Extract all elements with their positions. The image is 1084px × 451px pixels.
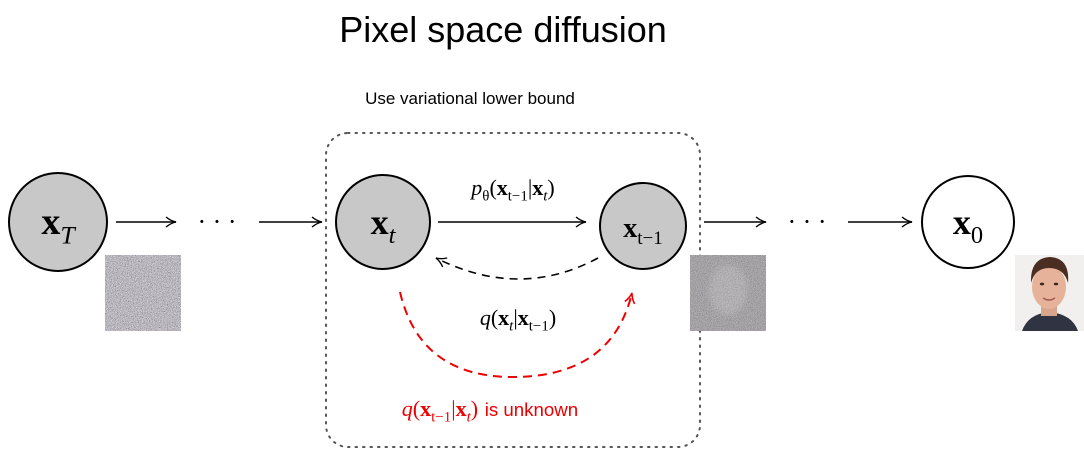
math-text: q — [402, 396, 413, 421]
face-image — [1015, 255, 1084, 331]
ellipsis: · · · — [198, 207, 237, 236]
math-bold: x — [623, 213, 637, 244]
math-sub: t — [509, 319, 514, 335]
math-text: p — [469, 175, 482, 200]
math-bold: x — [518, 305, 529, 330]
node-circle — [599, 182, 687, 270]
math-bold: x — [953, 202, 971, 242]
node-circle — [335, 174, 431, 270]
node-circle — [921, 175, 1015, 269]
edge-label: pθ​(xt−1​|xt​) — [469, 175, 554, 205]
math-sub: t−1 — [508, 189, 528, 205]
edge-label: q(xt−1​|xt​)is unknown — [402, 396, 578, 426]
noise-image — [105, 255, 181, 331]
suffix: is unknown — [485, 399, 579, 420]
math-bold: x — [371, 202, 389, 242]
ellipsis: · · · — [788, 207, 827, 236]
math-sub: θ — [482, 189, 489, 205]
math-sub: t−1 — [637, 228, 663, 249]
math-text: ( — [491, 305, 498, 330]
math-sub: t — [467, 410, 472, 426]
node-label: xT​ — [41, 201, 76, 250]
math-text: | — [528, 175, 532, 200]
math-text: ) — [549, 305, 556, 330]
math-sub: 0 — [971, 222, 983, 249]
math-sub: T — [60, 221, 76, 250]
math-sub: t−1 — [529, 319, 549, 335]
noisy-face-image — [690, 255, 766, 331]
math-bold: x — [456, 396, 467, 421]
red-dashed-arrow — [399, 291, 636, 379]
math-text: | — [513, 305, 517, 330]
math-sub: t — [543, 189, 548, 205]
math-sub: t — [389, 222, 397, 249]
dashed-arrow — [435, 257, 599, 280]
math-text: q — [480, 305, 491, 330]
title: Pixel space diffusion — [339, 9, 667, 50]
math-text: ( — [413, 396, 420, 421]
box-label: Use variational lower bound — [365, 89, 575, 108]
dotted-box — [325, 132, 701, 448]
math-bold: x — [420, 396, 431, 421]
math-bold: x — [498, 305, 509, 330]
math-bold: x — [41, 201, 60, 243]
math-text: ) — [471, 396, 478, 421]
arrows — [116, 216, 913, 280]
math-sub: t−1 — [431, 410, 451, 426]
math-text: ) — [547, 175, 554, 200]
math-text: | — [451, 396, 455, 421]
node-label: xt−1​ — [623, 213, 663, 249]
math-bold: x — [497, 175, 508, 200]
edge-label: q(xt​|xt−1​) — [480, 305, 556, 335]
node-label: x0​ — [953, 202, 983, 249]
math-text: ( — [489, 175, 496, 200]
node-circle — [8, 172, 108, 272]
math-bold: x — [532, 175, 543, 200]
node-label: xt​ — [371, 202, 397, 249]
